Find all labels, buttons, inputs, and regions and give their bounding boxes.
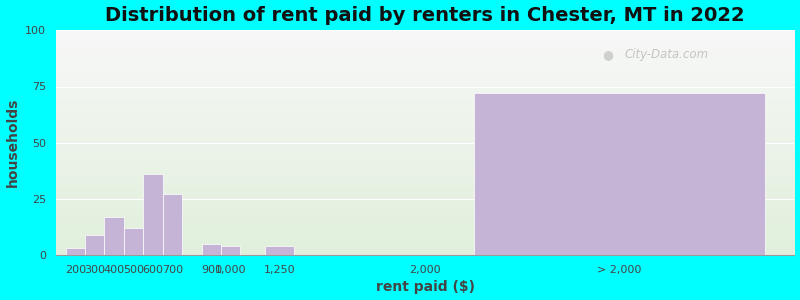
Y-axis label: households: households bbox=[6, 98, 19, 188]
Bar bbox=[202, 244, 221, 255]
Title: Distribution of rent paid by renters in Chester, MT in 2022: Distribution of rent paid by renters in … bbox=[106, 6, 745, 25]
Text: City-Data.com: City-Data.com bbox=[625, 48, 709, 61]
Bar bbox=[143, 174, 162, 255]
Bar bbox=[474, 93, 766, 255]
Bar bbox=[105, 217, 124, 255]
Bar bbox=[221, 246, 241, 255]
Bar bbox=[265, 246, 294, 255]
Bar bbox=[162, 194, 182, 255]
Bar bbox=[66, 248, 85, 255]
Bar bbox=[124, 228, 143, 255]
Bar bbox=[85, 235, 105, 255]
X-axis label: rent paid ($): rent paid ($) bbox=[376, 280, 474, 294]
Text: ●: ● bbox=[602, 48, 614, 61]
